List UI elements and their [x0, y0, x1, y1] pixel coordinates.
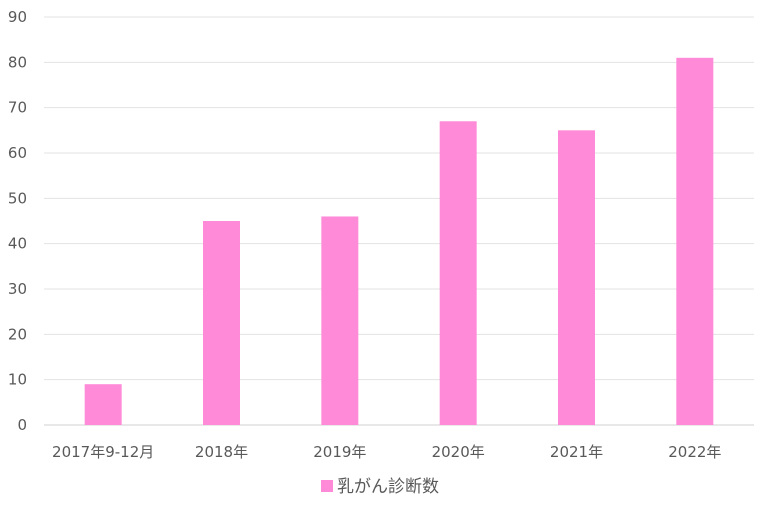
x-axis: 2017年9-12月 2018年 2019年 2020年 2021年 2022年	[52, 443, 721, 461]
y-tick-label: 10	[8, 371, 27, 389]
x-tick-label: 2022年	[668, 443, 721, 461]
y-tick-label: 0	[17, 416, 27, 434]
bar	[203, 221, 240, 425]
bar	[321, 216, 359, 425]
y-tick-label: 30	[8, 280, 27, 298]
legend-swatch	[321, 480, 333, 492]
x-tick-label: 2017年9-12月	[52, 443, 154, 461]
y-tick-label: 70	[8, 99, 27, 117]
bars	[84, 57, 714, 426]
gridlines	[44, 16, 754, 426]
y-tick-label: 50	[8, 189, 27, 207]
x-tick-label: 2019年	[313, 443, 366, 461]
legend: 乳がん診断数	[321, 477, 439, 497]
bar	[558, 130, 595, 426]
y-tick-label: 20	[8, 325, 27, 343]
y-tick-label: 60	[8, 144, 27, 162]
bar	[84, 384, 122, 425]
bar	[439, 121, 477, 426]
y-tick-label: 90	[8, 8, 27, 26]
y-axis: 0 10 20 30 40 50 60 70 80 90	[8, 8, 27, 434]
legend-label: 乳がん診断数	[337, 477, 439, 497]
bar	[676, 57, 714, 426]
x-tick-label: 2020年	[432, 443, 485, 461]
x-tick-label: 2021年	[550, 443, 603, 461]
x-tick-label: 2018年	[195, 443, 248, 461]
y-tick-label: 40	[8, 235, 27, 253]
y-tick-label: 80	[8, 53, 27, 71]
